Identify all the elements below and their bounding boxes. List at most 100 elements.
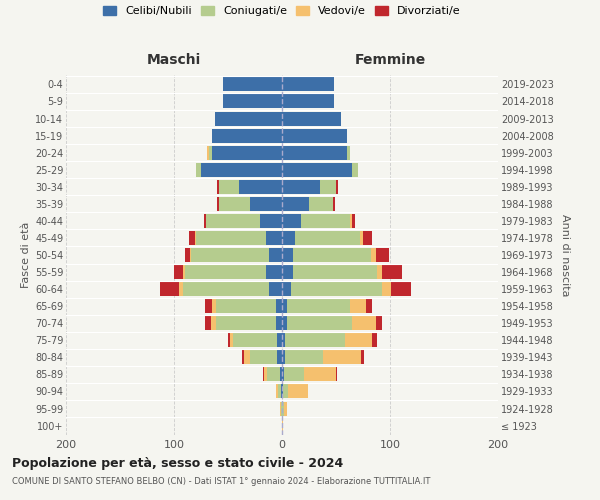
Bar	[191, 248, 269, 262]
Bar	[284, 402, 287, 415]
Bar	[287, 299, 350, 313]
Bar	[371, 334, 377, 347]
Bar	[263, 368, 267, 382]
Bar	[344, 334, 371, 347]
Bar	[266, 265, 282, 279]
Bar	[282, 350, 285, 364]
Bar	[281, 384, 282, 398]
Bar	[212, 128, 282, 142]
Bar	[277, 350, 282, 364]
Bar	[280, 402, 281, 415]
Bar	[382, 265, 402, 279]
Bar	[336, 180, 338, 194]
Bar	[287, 316, 352, 330]
Bar	[215, 112, 282, 126]
Bar	[293, 248, 371, 262]
Bar	[282, 180, 320, 194]
Bar	[376, 248, 389, 262]
Bar	[275, 316, 282, 330]
Bar	[285, 350, 323, 364]
Bar	[350, 299, 366, 313]
Bar	[347, 146, 350, 160]
Bar	[282, 402, 284, 415]
Bar	[220, 180, 239, 194]
Bar	[220, 197, 250, 211]
Text: Popolazione per età, sesso e stato civile - 2024: Popolazione per età, sesso e stato civil…	[12, 458, 343, 470]
Bar	[250, 197, 282, 211]
Bar	[208, 146, 209, 160]
Bar	[282, 231, 295, 245]
Bar	[260, 214, 282, 228]
Bar	[216, 316, 275, 330]
Bar	[269, 248, 282, 262]
Bar	[244, 350, 250, 364]
Bar	[194, 231, 196, 245]
Bar	[250, 350, 277, 364]
Bar	[290, 282, 382, 296]
Bar	[301, 214, 350, 228]
Bar	[205, 316, 211, 330]
Bar	[391, 282, 410, 296]
Bar	[282, 418, 283, 432]
Bar	[282, 282, 290, 296]
Bar	[267, 368, 280, 382]
Bar	[282, 112, 341, 126]
Bar	[282, 162, 352, 176]
Bar	[282, 78, 334, 92]
Bar	[382, 282, 391, 296]
Bar	[352, 162, 358, 176]
Bar	[242, 350, 244, 364]
Y-axis label: Anni di nascita: Anni di nascita	[560, 214, 571, 296]
Bar	[209, 146, 212, 160]
Bar	[320, 180, 336, 194]
Text: Maschi: Maschi	[147, 54, 201, 68]
Bar	[282, 146, 347, 160]
Bar	[280, 368, 282, 382]
Bar	[282, 299, 287, 313]
Text: COMUNE DI SANTO STEFANO BELBO (CN) - Dati ISTAT 1° gennaio 2024 - Elaborazione T: COMUNE DI SANTO STEFANO BELBO (CN) - Dat…	[12, 478, 430, 486]
Bar	[371, 248, 376, 262]
Bar	[361, 350, 364, 364]
Bar	[284, 368, 304, 382]
Bar	[282, 128, 347, 142]
Bar	[275, 299, 282, 313]
Legend: Celibi/Nubili, Coniugati/e, Vedovi/e, Divorziati/e: Celibi/Nubili, Coniugati/e, Vedovi/e, Di…	[103, 6, 461, 16]
Bar	[196, 231, 266, 245]
Bar	[282, 384, 283, 398]
Bar	[212, 299, 216, 313]
Bar	[281, 402, 282, 415]
Bar	[204, 214, 206, 228]
Bar	[189, 231, 194, 245]
Bar	[304, 368, 336, 382]
Bar	[336, 368, 337, 382]
Bar	[201, 162, 282, 176]
Bar	[377, 265, 382, 279]
Bar	[282, 265, 293, 279]
Bar	[275, 384, 278, 398]
Bar	[282, 334, 285, 347]
Y-axis label: Fasce di età: Fasce di età	[20, 222, 31, 288]
Bar	[289, 384, 308, 398]
Bar	[282, 368, 284, 382]
Bar	[282, 248, 293, 262]
Bar	[196, 162, 201, 176]
Bar	[277, 334, 282, 347]
Bar	[282, 316, 287, 330]
Bar	[211, 316, 216, 330]
Bar	[233, 334, 277, 347]
Bar	[350, 214, 352, 228]
Bar	[323, 350, 361, 364]
Bar	[366, 299, 371, 313]
Bar	[223, 78, 282, 92]
Bar	[282, 94, 334, 108]
Bar	[333, 197, 335, 211]
Bar	[182, 282, 269, 296]
Bar	[185, 248, 190, 262]
Bar	[309, 197, 333, 211]
Bar	[239, 180, 282, 194]
Bar	[212, 146, 282, 160]
Bar	[266, 231, 282, 245]
Bar	[185, 265, 266, 279]
Bar	[363, 231, 371, 245]
Bar	[282, 197, 309, 211]
